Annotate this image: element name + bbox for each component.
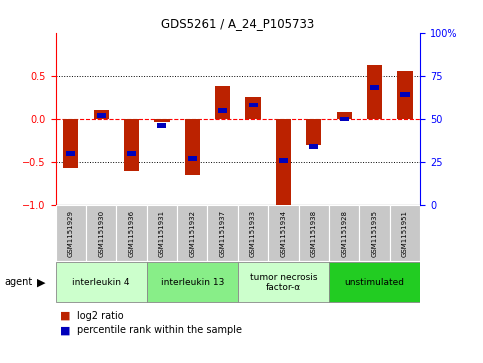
Bar bbox=[238, 205, 268, 261]
Text: agent: agent bbox=[5, 277, 33, 287]
Text: GSM1151933: GSM1151933 bbox=[250, 210, 256, 257]
Bar bbox=[157, 123, 167, 128]
Bar bbox=[340, 117, 349, 121]
Text: GSM1151951: GSM1151951 bbox=[402, 210, 408, 257]
Bar bbox=[337, 112, 352, 119]
Bar bbox=[56, 205, 86, 261]
Bar bbox=[249, 103, 257, 107]
Text: interleukin 13: interleukin 13 bbox=[161, 278, 224, 287]
Bar bbox=[124, 119, 139, 171]
Bar bbox=[268, 205, 298, 261]
Text: GSM1151937: GSM1151937 bbox=[220, 210, 226, 257]
Bar bbox=[298, 205, 329, 261]
Bar bbox=[390, 205, 420, 261]
Bar bbox=[208, 205, 238, 261]
Bar bbox=[147, 262, 238, 302]
Bar bbox=[97, 113, 106, 118]
Text: GSM1151928: GSM1151928 bbox=[341, 210, 347, 257]
Bar bbox=[245, 97, 261, 119]
Bar bbox=[188, 156, 197, 161]
Text: unstimulated: unstimulated bbox=[345, 278, 405, 287]
Text: ■: ■ bbox=[60, 311, 71, 321]
Text: ▶: ▶ bbox=[37, 277, 45, 287]
Text: GSM1151935: GSM1151935 bbox=[371, 210, 378, 257]
Text: GSM1151936: GSM1151936 bbox=[128, 210, 135, 257]
Text: GSM1151932: GSM1151932 bbox=[189, 210, 195, 257]
Bar bbox=[306, 119, 322, 145]
Bar bbox=[276, 119, 291, 207]
Text: log2 ratio: log2 ratio bbox=[77, 311, 124, 321]
Bar bbox=[370, 85, 379, 90]
Bar bbox=[116, 205, 147, 261]
Bar bbox=[177, 205, 208, 261]
Text: GSM1151938: GSM1151938 bbox=[311, 210, 317, 257]
Bar bbox=[215, 86, 230, 119]
Title: GDS5261 / A_24_P105733: GDS5261 / A_24_P105733 bbox=[161, 17, 314, 30]
Bar bbox=[329, 205, 359, 261]
Bar bbox=[56, 262, 147, 302]
Text: interleukin 4: interleukin 4 bbox=[72, 278, 130, 287]
Bar bbox=[329, 262, 420, 302]
Text: GSM1151930: GSM1151930 bbox=[98, 210, 104, 257]
Bar bbox=[127, 151, 136, 156]
Text: tumor necrosis
factor-α: tumor necrosis factor-α bbox=[250, 273, 317, 292]
Text: GSM1151929: GSM1151929 bbox=[68, 210, 74, 257]
Text: ■: ■ bbox=[60, 325, 71, 335]
Bar bbox=[86, 205, 116, 261]
Bar bbox=[63, 119, 78, 168]
Bar bbox=[279, 158, 288, 163]
Bar bbox=[94, 110, 109, 119]
Bar bbox=[218, 108, 227, 113]
Bar bbox=[238, 262, 329, 302]
Bar bbox=[154, 119, 170, 122]
Bar bbox=[309, 144, 318, 149]
Bar bbox=[185, 119, 200, 175]
Text: percentile rank within the sample: percentile rank within the sample bbox=[77, 325, 242, 335]
Text: GSM1151931: GSM1151931 bbox=[159, 210, 165, 257]
Bar bbox=[398, 72, 412, 119]
Bar bbox=[147, 205, 177, 261]
Bar bbox=[66, 151, 75, 156]
Bar bbox=[367, 65, 382, 119]
Text: GSM1151934: GSM1151934 bbox=[281, 210, 286, 257]
Bar bbox=[400, 92, 410, 97]
Bar bbox=[359, 205, 390, 261]
